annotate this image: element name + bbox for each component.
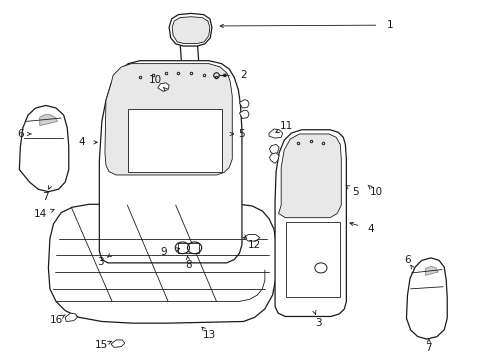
Polygon shape bbox=[111, 340, 124, 347]
Polygon shape bbox=[128, 109, 222, 172]
Polygon shape bbox=[406, 258, 447, 339]
Text: 7: 7 bbox=[425, 343, 431, 353]
Text: 13: 13 bbox=[203, 330, 216, 340]
Polygon shape bbox=[243, 234, 259, 241]
Polygon shape bbox=[169, 13, 211, 46]
Text: 6: 6 bbox=[17, 129, 23, 139]
Text: 4: 4 bbox=[367, 224, 373, 234]
Text: 7: 7 bbox=[42, 192, 49, 202]
Polygon shape bbox=[172, 17, 209, 44]
Text: 2: 2 bbox=[240, 70, 246, 80]
Text: 8: 8 bbox=[185, 260, 191, 270]
Polygon shape bbox=[425, 266, 437, 275]
Text: 12: 12 bbox=[247, 240, 261, 250]
Polygon shape bbox=[274, 130, 346, 316]
Text: 11: 11 bbox=[279, 121, 292, 131]
Text: 16: 16 bbox=[49, 315, 62, 325]
Text: 1: 1 bbox=[386, 20, 392, 30]
Text: 9: 9 bbox=[161, 247, 167, 257]
Polygon shape bbox=[269, 153, 279, 163]
Text: 5: 5 bbox=[238, 129, 245, 139]
Polygon shape bbox=[105, 64, 232, 175]
Text: 3: 3 bbox=[315, 318, 322, 328]
Text: 14: 14 bbox=[34, 209, 47, 219]
Polygon shape bbox=[65, 313, 77, 321]
Polygon shape bbox=[20, 105, 69, 192]
Polygon shape bbox=[239, 100, 248, 108]
Text: 5: 5 bbox=[351, 187, 358, 197]
Text: 10: 10 bbox=[368, 187, 382, 197]
Polygon shape bbox=[269, 144, 279, 155]
Polygon shape bbox=[178, 243, 198, 253]
Polygon shape bbox=[278, 134, 341, 218]
Polygon shape bbox=[99, 61, 242, 263]
Text: 3: 3 bbox=[97, 257, 104, 267]
Text: 10: 10 bbox=[149, 75, 162, 85]
Polygon shape bbox=[40, 115, 58, 126]
Polygon shape bbox=[285, 222, 340, 297]
Text: 6: 6 bbox=[404, 255, 410, 265]
Polygon shape bbox=[268, 129, 282, 138]
Polygon shape bbox=[239, 110, 248, 118]
Text: 15: 15 bbox=[95, 340, 108, 350]
Text: 4: 4 bbox=[78, 137, 84, 147]
Polygon shape bbox=[48, 204, 276, 323]
Polygon shape bbox=[158, 83, 169, 91]
